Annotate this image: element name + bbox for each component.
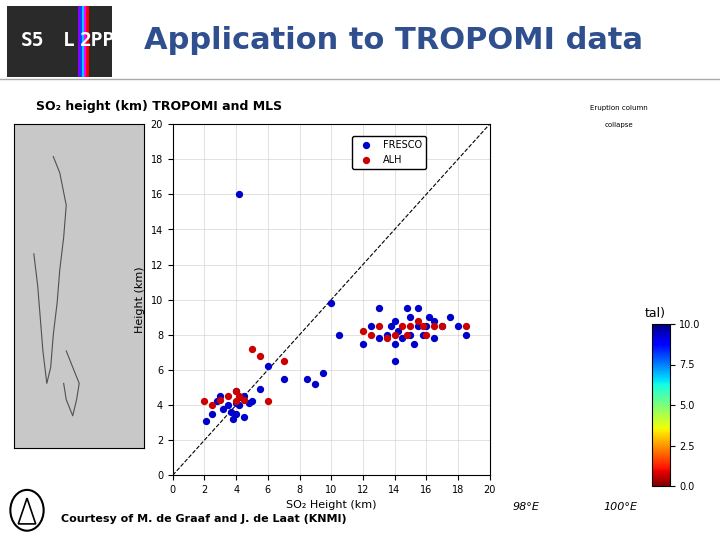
Bar (80, 5, 82, 77)
FRESCO (381, 330, 392, 339)
FRESCO (217, 404, 229, 413)
FRESCO (452, 322, 464, 330)
ALH (215, 395, 226, 404)
FRESCO (444, 313, 456, 321)
FRESCO (413, 322, 424, 330)
Text: Courtesy of M. de Graaf and J. de Laat (KNMI): Courtesy of M. de Graaf and J. de Laat (… (61, 514, 347, 524)
FRESCO (222, 401, 234, 409)
FRESCO (402, 304, 413, 313)
FRESCO (278, 374, 289, 383)
FRESCO (428, 334, 440, 343)
ALH (233, 392, 245, 401)
FRESCO (225, 408, 237, 416)
Text: 100°E: 100°E (603, 502, 638, 512)
FRESCO (413, 304, 424, 313)
Legend: FRESCO, ALH: FRESCO, ALH (352, 136, 426, 168)
FRESCO (215, 392, 226, 401)
ALH (402, 330, 413, 339)
X-axis label: SO₂ Height (km): SO₂ Height (km) (286, 501, 377, 510)
ALH (436, 322, 448, 330)
ALH (254, 352, 266, 360)
FancyBboxPatch shape (7, 5, 112, 77)
Bar (84, 5, 86, 77)
ALH (207, 401, 218, 409)
ALH (389, 330, 400, 339)
Text: SO₂ height (km) TROPOMI and MLS: SO₂ height (km) TROPOMI and MLS (36, 100, 282, 113)
FRESCO (428, 316, 440, 325)
FRESCO (246, 397, 258, 406)
Text: IR Window Imagery and Ash/Dust Cloud Height: IR Window Imagery and Ash/Dust Cloud Hei… (513, 107, 629, 112)
ALH (428, 322, 440, 330)
Text: 98°E: 98°E (512, 502, 539, 512)
FRESCO (230, 409, 242, 418)
FRESCO (389, 357, 400, 366)
Text: S5: S5 (21, 31, 44, 50)
ALH (230, 397, 242, 406)
FRESCO (397, 334, 408, 343)
FRESCO (418, 330, 429, 339)
ALH (397, 322, 408, 330)
ALH (222, 392, 234, 401)
ALH (278, 357, 289, 366)
FRESCO (460, 330, 472, 339)
FRESCO (389, 339, 400, 348)
ALH (230, 387, 242, 395)
FRESCO (325, 299, 337, 307)
ALH (365, 330, 377, 339)
FRESCO (408, 339, 419, 348)
Text: 2PP: 2PP (80, 31, 114, 50)
FRESCO (389, 316, 400, 325)
FRESCO (212, 397, 223, 406)
FRESCO (405, 313, 416, 321)
Text: Application to TROPOMI data: Application to TROPOMI data (144, 26, 643, 55)
ALH (405, 322, 416, 330)
FRESCO (423, 313, 435, 321)
ALH (199, 397, 210, 406)
FRESCO (373, 334, 384, 343)
FRESCO (233, 190, 245, 199)
FRESCO (228, 415, 239, 423)
Text: Eruption column: Eruption column (590, 105, 648, 111)
Bar (86, 5, 89, 77)
FRESCO (373, 304, 384, 313)
FRESCO (405, 330, 416, 339)
FRESCO (365, 322, 377, 330)
FRESCO (207, 409, 218, 418)
FRESCO (230, 399, 242, 408)
FRESCO (254, 385, 266, 394)
Text: collapse: collapse (605, 122, 634, 128)
ALH (413, 316, 424, 325)
ALH (357, 327, 369, 336)
FRESCO (318, 369, 329, 378)
FRESCO (436, 322, 448, 330)
ALH (418, 322, 429, 330)
FRESCO (386, 322, 397, 330)
FRESCO (243, 399, 255, 408)
FRESCO (262, 362, 274, 370)
FRESCO (357, 339, 369, 348)
FRESCO (200, 416, 212, 425)
Bar (78, 5, 80, 77)
ALH (238, 395, 250, 404)
FRESCO (233, 401, 245, 409)
ALH (460, 322, 472, 330)
FRESCO (238, 392, 250, 401)
ALH (373, 322, 384, 330)
Text: tal): tal) (645, 307, 666, 320)
FRESCO (238, 413, 250, 422)
FRESCO (302, 374, 313, 383)
ALH (262, 397, 274, 406)
FRESCO (420, 322, 432, 330)
ALH (381, 334, 392, 343)
ALH (420, 330, 432, 339)
FRESCO (392, 327, 403, 336)
ALH (246, 345, 258, 353)
Bar (82, 5, 84, 77)
FRESCO (333, 330, 345, 339)
FRESCO (310, 380, 321, 388)
FRESCO (230, 387, 242, 395)
Y-axis label: Height (km): Height (km) (135, 266, 145, 333)
Text: L: L (63, 31, 74, 50)
